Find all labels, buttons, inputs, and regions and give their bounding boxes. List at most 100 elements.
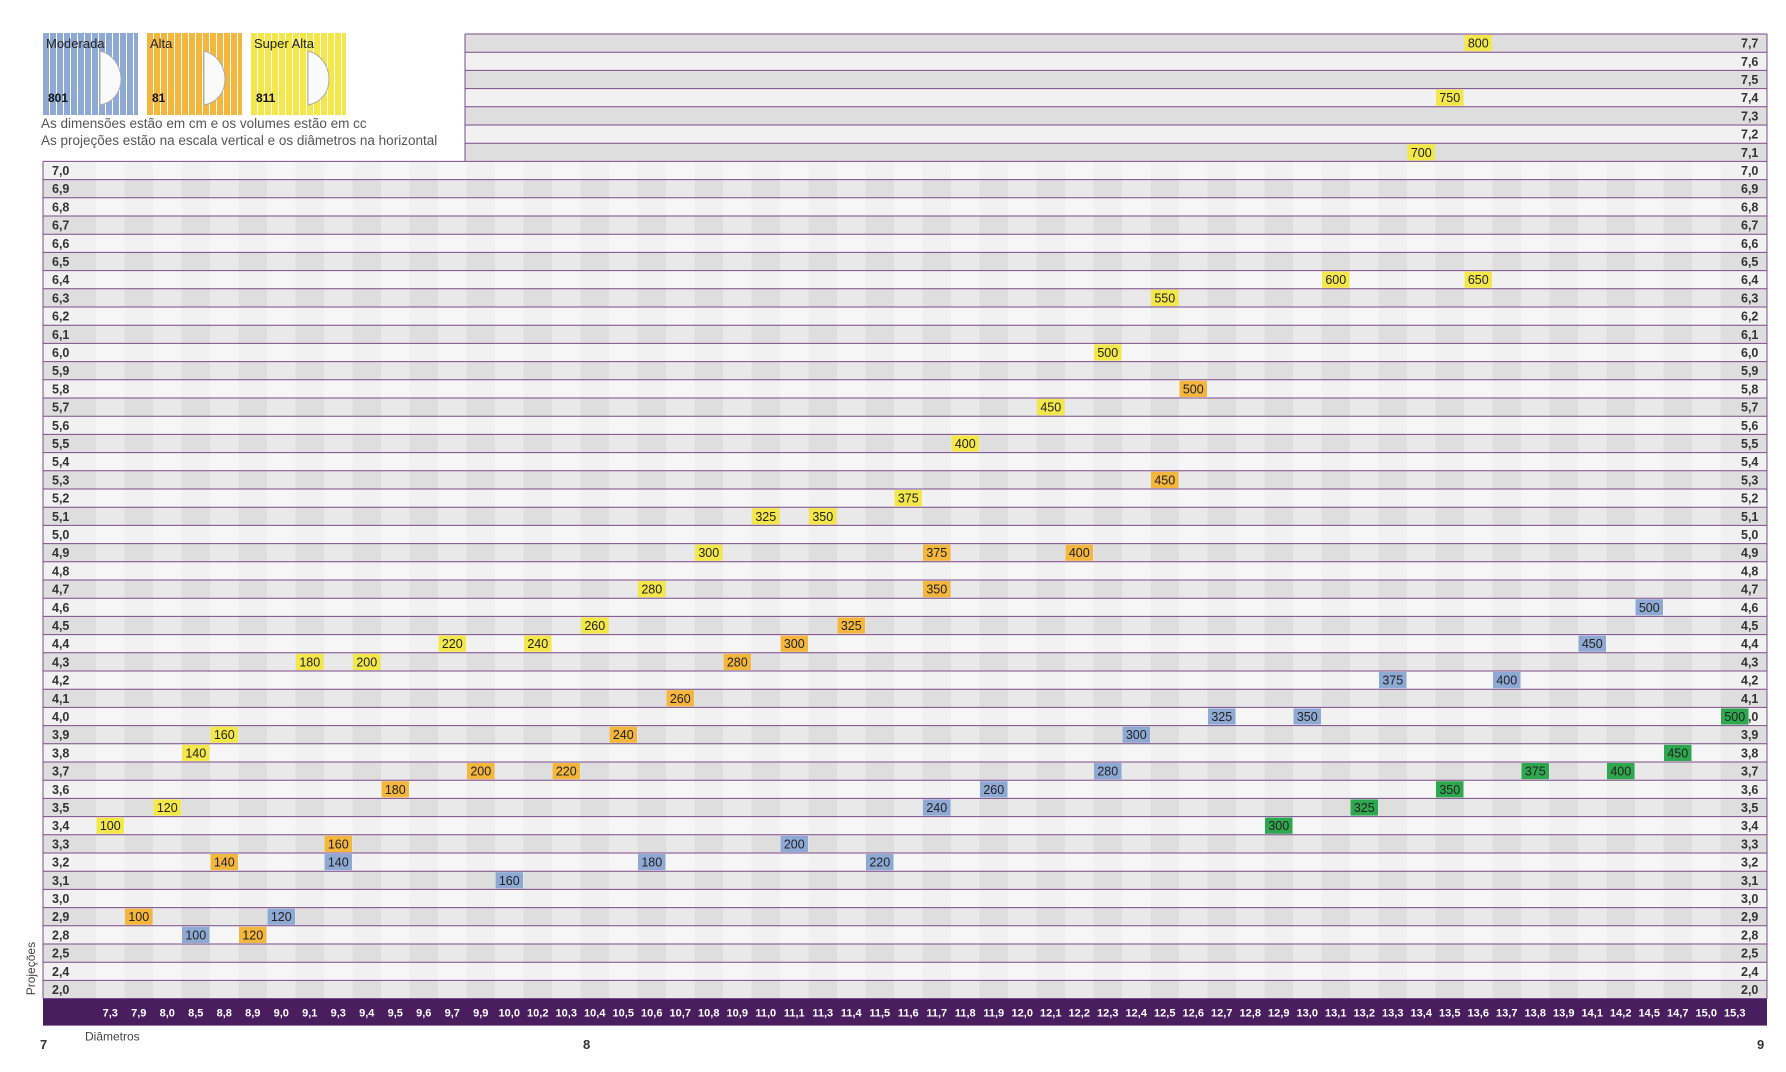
y-tick-label-right: 7,6	[1741, 55, 1758, 69]
grid-row	[43, 889, 1767, 908]
volume-label: 260	[670, 692, 691, 706]
y-tick-label-left: 4,9	[52, 546, 69, 560]
y-tick-label-right: 5,5	[1741, 437, 1758, 451]
y-tick-label-right: 5,1	[1741, 510, 1758, 524]
volume-label: 450	[1667, 746, 1688, 760]
volume-label: 240	[527, 637, 548, 651]
volume-cell-alta	[1065, 544, 1093, 561]
x-tick-label: 10,7	[670, 1008, 691, 1020]
grid-row	[43, 816, 1767, 835]
y-tick-label-left: 3,9	[52, 728, 69, 742]
volume-cell-super_alta	[153, 799, 181, 816]
y-tick-label-left: 3,0	[52, 892, 69, 906]
x-tick-label: 9,1	[302, 1008, 317, 1020]
x-tick-label: 12,3	[1097, 1008, 1118, 1020]
grid-row	[43, 598, 1767, 617]
volume-label: 300	[1268, 819, 1289, 833]
grid-row	[465, 52, 1767, 71]
x-tick-label: 9,4	[359, 1008, 375, 1020]
legend-alta: Alta 81	[147, 33, 242, 115]
grid-row	[43, 634, 1767, 653]
y-tick-label-left: 5,3	[52, 473, 69, 487]
x-tick-label: 14,1	[1582, 1008, 1603, 1020]
volume-label: 160	[214, 728, 235, 742]
y-tick-label-right: 6,0	[1741, 346, 1758, 360]
x-tick-label: 7,3	[103, 1008, 118, 1020]
y-tick-label-left: 4,5	[52, 619, 69, 633]
volume-label: 300	[1126, 728, 1147, 742]
volume-label: 325	[755, 510, 776, 524]
volume-cell-super_alta	[1322, 271, 1350, 288]
grid-row	[43, 507, 1767, 526]
volume-label: 120	[242, 928, 263, 942]
volume-cell-alta	[552, 763, 580, 780]
volume-cell-green	[1436, 781, 1464, 798]
y-tick-label-left: 4,0	[52, 710, 69, 724]
x-tick-label: 13,8	[1525, 1008, 1546, 1020]
x-axis-bar	[43, 998, 1767, 1026]
y-tick-label-right: 6,9	[1741, 182, 1758, 196]
volume-label: 500	[1097, 346, 1118, 360]
volume-label: 400	[1610, 765, 1631, 779]
x-tick-label: 11,9	[983, 1008, 1004, 1020]
grid-row	[43, 452, 1767, 471]
grid-row	[43, 925, 1767, 944]
y-tick-label-right: 5,7	[1741, 401, 1758, 415]
volume-cell-super_alta	[1037, 399, 1065, 416]
grid-row	[43, 252, 1767, 271]
volume-cell-alta	[381, 781, 409, 798]
volume-cell-super_alta	[951, 435, 979, 452]
grid-row	[465, 34, 1767, 53]
y-tick-label-left: 4,2	[52, 674, 69, 688]
legend-label: Moderada	[46, 36, 105, 51]
y-tick-label-right: 2,8	[1741, 928, 1758, 942]
volume-cell-alta	[239, 926, 267, 943]
y-tick-label-left: 3,3	[52, 837, 69, 851]
y-tick-label-left: 2,0	[52, 983, 69, 997]
volume-cell-super_alta	[353, 653, 381, 670]
x-tick-label: 10,5	[613, 1008, 634, 1020]
volume-cell-alta	[324, 835, 352, 852]
volume-label: 120	[271, 910, 292, 924]
volume-label: 280	[641, 583, 662, 597]
volume-label: 220	[442, 637, 463, 651]
volume-cell-super_alta	[1436, 89, 1464, 106]
y-tick-label-left: 6,3	[52, 291, 69, 305]
volume-cell-moderada	[1293, 708, 1321, 725]
legend-code: 81	[152, 91, 166, 105]
volume-cell-moderada	[1379, 672, 1407, 689]
x-tick-label: 8,9	[245, 1008, 260, 1020]
x-tick-label: 13,4	[1411, 1008, 1433, 1020]
y-tick-label-left: 2,8	[52, 928, 69, 942]
y-tick-label-right: 3,9	[1741, 728, 1758, 742]
y-tick-label-right: 6,5	[1741, 255, 1758, 269]
volume-label: 160	[499, 874, 520, 888]
y-tick-label-right: 2,5	[1741, 947, 1758, 961]
volume-cell-super_alta	[524, 635, 552, 652]
volume-cell-moderada	[267, 908, 295, 925]
grid-row	[465, 88, 1767, 107]
y-tick-label-left: 3,8	[52, 746, 69, 760]
x-tick-label: 13,6	[1468, 1008, 1489, 1020]
volume-label: 300	[698, 546, 719, 560]
volume-cell-super_alta	[638, 581, 666, 598]
volume-cell-moderada	[1635, 599, 1663, 616]
y-tick-label-left: 5,1	[52, 510, 69, 524]
grid-row	[43, 725, 1767, 744]
volume-label: 375	[898, 492, 919, 506]
volume-cell-super_alta	[1464, 35, 1492, 52]
volume-cell-super_alta	[182, 744, 210, 761]
x-tick-label: 13,2	[1354, 1008, 1375, 1020]
legend-code: 811	[256, 91, 276, 105]
x-tick-label: 14,7	[1667, 1008, 1688, 1020]
grid-row	[43, 234, 1767, 253]
x-tick-label: 12,9	[1268, 1008, 1289, 1020]
x-tick-label: 10,2	[527, 1008, 548, 1020]
implant-profile-icon	[99, 50, 122, 106]
volume-cell-super_alta	[581, 617, 609, 634]
volume-label: 400	[955, 437, 976, 451]
y-tick-label-right: 6,7	[1741, 219, 1758, 233]
y-tick-label-right: 7,4	[1741, 91, 1758, 105]
volume-label: 375	[1525, 765, 1546, 779]
volume-label: 700	[1411, 146, 1432, 160]
